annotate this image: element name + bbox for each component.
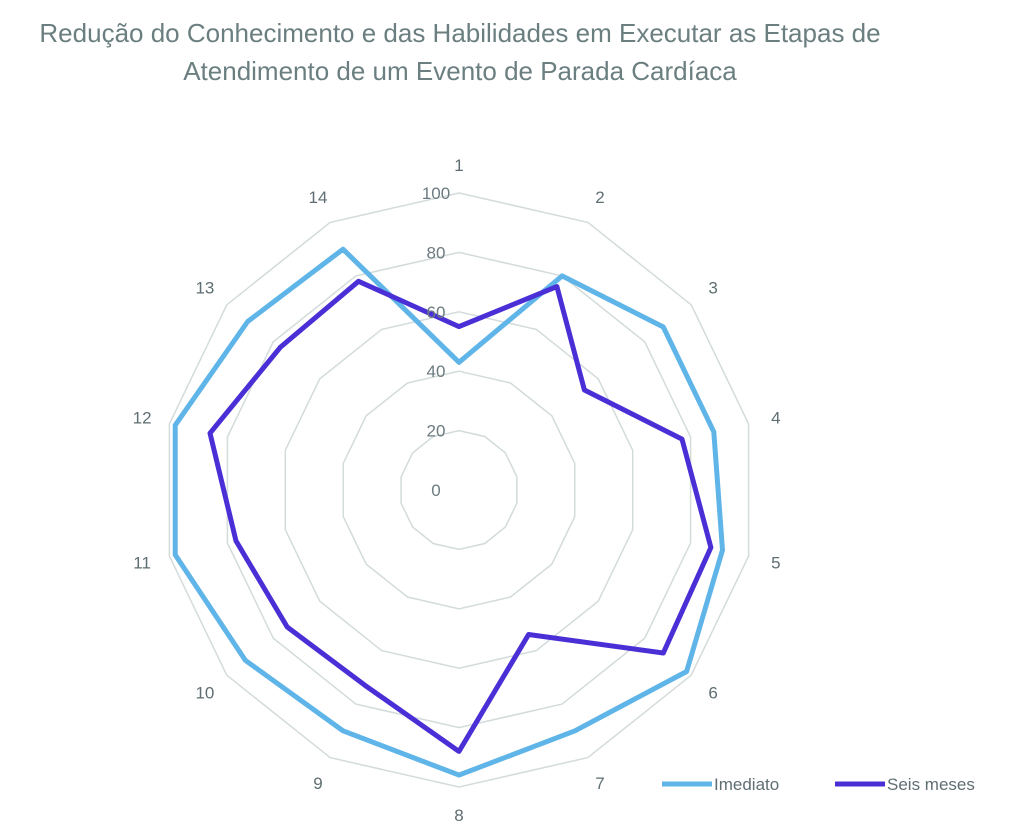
category-label-2: 2 — [595, 188, 604, 207]
category-label-3: 3 — [708, 278, 717, 297]
category-label-4: 4 — [771, 409, 780, 428]
chart-title-line-1: Redução do Conhecimento e das Habilidade… — [39, 18, 881, 48]
category-label-11: 11 — [133, 553, 151, 572]
grid-ring-20 — [400, 429, 518, 551]
category-label-10: 10 — [195, 684, 214, 703]
series-line-imediato — [172, 246, 725, 778]
grid-ring-60 — [284, 311, 634, 669]
legend-label-seis-meses: Seis meses — [887, 775, 975, 794]
category-label-1: 1 — [454, 156, 463, 175]
grid-ring-40 — [342, 370, 576, 610]
chart-title-line-2: Atendimento de um Evento de Parada Cardí… — [183, 56, 737, 86]
chart-title: Redução do Conhecimento e das Habilidade… — [0, 14, 920, 90]
tick-label-0: 0 — [431, 481, 440, 500]
tick-label-40: 40 — [427, 362, 446, 381]
tick-label-20: 20 — [427, 422, 446, 441]
tick-label-100: 100 — [422, 184, 450, 203]
category-label-6: 6 — [708, 684, 717, 703]
radial-tick-labels: 0 20 40 60 80 100 — [422, 184, 450, 500]
category-label-12: 12 — [133, 409, 152, 428]
grid-ring-100 — [168, 192, 750, 788]
tick-label-80: 80 — [427, 243, 446, 262]
grid-ring-80 — [226, 251, 692, 729]
category-label-9: 9 — [313, 774, 322, 793]
series-line-seis-meses — [207, 278, 714, 754]
category-label-7: 7 — [595, 774, 604, 793]
category-label-14: 14 — [309, 188, 328, 207]
legend-label-imediato: Imediato — [714, 775, 779, 794]
category-label-8: 8 — [454, 806, 463, 825]
radar-series — [172, 246, 725, 778]
radar-grid — [168, 192, 750, 788]
tick-label-60: 60 — [427, 303, 446, 322]
category-label-5: 5 — [771, 553, 780, 572]
category-label-13: 13 — [195, 278, 214, 297]
legend: Imediato Seis meses — [662, 775, 975, 794]
